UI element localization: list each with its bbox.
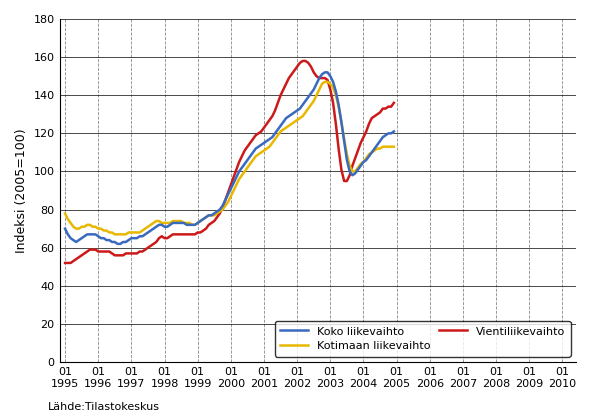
Kotimaan liikevaihto [291,119,298,124]
Kotimaan liikevaihto [247,161,254,166]
Vientiliikevaihto [390,100,397,105]
Vientiliikevaihto [288,72,295,77]
Kotimaan liikevaihto [385,144,392,149]
Koko liikevaihto [385,131,392,136]
Koko liikevaihto [291,110,298,115]
Text: Lähde:Tilastokeskus: Lähde:Tilastokeskus [47,402,160,412]
Koko liikevaihto [114,241,121,246]
Line: Koko liikevaihto: Koko liikevaihto [65,72,394,244]
Koko liikevaihto [321,70,329,75]
Vientiliikevaihto [382,106,389,111]
Kotimaan liikevaihto [321,79,329,84]
Vientiliikevaihto [62,260,69,265]
Kotimaan liikevaihto [327,81,334,86]
Koko liikevaihto [152,224,160,229]
Vientiliikevaihto [299,58,306,63]
Kotimaan liikevaihto [111,232,119,237]
Koko liikevaihto [390,129,397,134]
Koko liikevaihto [62,226,69,231]
Koko liikevaihto [133,236,141,241]
Koko liikevaihto [327,74,334,79]
Kotimaan liikevaihto [390,144,397,149]
Line: Kotimaan liikevaihto: Kotimaan liikevaihto [65,82,394,234]
Vientiliikevaihto [130,251,138,256]
Kotimaan liikevaihto [152,218,160,223]
Koko liikevaihto [247,154,254,159]
Kotimaan liikevaihto [133,230,141,235]
Vientiliikevaihto [244,144,251,149]
Vientiliikevaihto [150,241,157,246]
Legend: Koko liikevaihto, Kotimaan liikevaihto, Vientiliikevaihto: Koko liikevaihto, Kotimaan liikevaihto, … [275,320,570,357]
Vientiliikevaihto [324,77,331,82]
Kotimaan liikevaihto [62,211,69,216]
Line: Vientiliikevaihto: Vientiliikevaihto [65,61,394,263]
Y-axis label: Indeksi (2005=100): Indeksi (2005=100) [15,128,28,253]
